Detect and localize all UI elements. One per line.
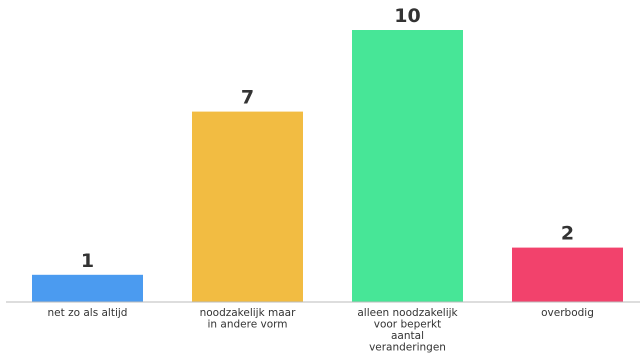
category-label-2-line-2: aantal	[391, 330, 424, 342]
bar-0	[32, 274, 143, 302]
value-label-3: 2	[561, 223, 574, 245]
bar-1	[192, 111, 303, 302]
value-labels-group: 1 7 10 2	[81, 5, 574, 272]
category-label-2-line-0: alleen noodzakelijk	[357, 307, 458, 319]
category-label-2-line-1: voor beperkt	[374, 319, 441, 331]
bar-2	[352, 30, 463, 302]
category-label-0: net zo als altijd	[48, 307, 128, 319]
category-label-2-line-3: veranderingen	[369, 342, 446, 354]
value-label-0: 1	[81, 250, 94, 272]
category-label-3-line-0: overbodig	[541, 307, 594, 319]
category-labels-group: net zo als altijd noodzakelijk maar in and…	[48, 307, 594, 354]
category-label-1: noodzakelijk maar in andere vorm	[200, 307, 297, 331]
bars-group	[32, 30, 623, 302]
bar-3	[512, 247, 623, 302]
category-label-3: overbodig	[541, 307, 594, 319]
category-label-2: alleen noodzakelijk voor beperkt aantal ver…	[357, 307, 458, 354]
value-label-2: 10	[394, 5, 420, 27]
category-label-0-line-0: net zo als altijd	[48, 307, 128, 319]
category-label-1-line-0: noodzakelijk maar	[200, 307, 297, 319]
category-label-1-line-1: in andere vorm	[207, 319, 287, 331]
value-label-1: 7	[241, 87, 254, 109]
